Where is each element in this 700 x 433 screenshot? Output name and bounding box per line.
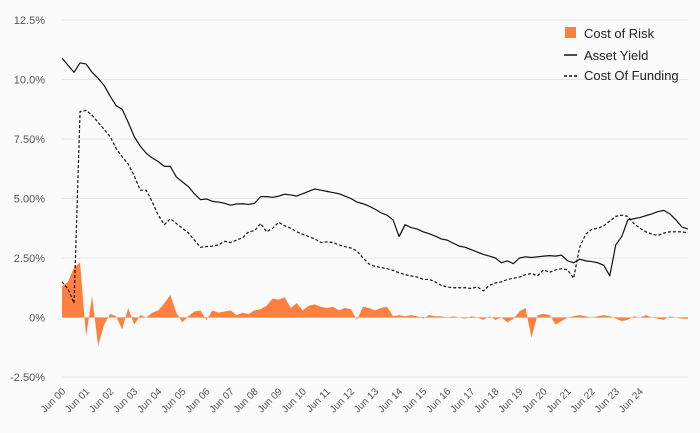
x-tick-label: Jun 15 — [400, 386, 429, 415]
x-tick-label: Jun 09 — [256, 386, 285, 415]
x-tick-label: Jun 17 — [448, 386, 477, 415]
y-axis-ticks: 12.5% 10.0% 7.50% 5.00% 2.50% 0% -2.50% — [10, 15, 45, 384]
x-tick-label: Jun 04 — [135, 386, 164, 415]
y-tick-label: -2.50% — [10, 372, 45, 384]
y-tick-label: 12.5% — [14, 15, 45, 27]
x-tick-label: Jun 13 — [352, 386, 381, 415]
x-tick-label: Jun 21 — [545, 386, 574, 415]
x-tick-label: Jun 01 — [63, 386, 92, 415]
x-tick-label: Jun 03 — [111, 386, 140, 415]
series-line-asset-yield — [61, 57, 689, 277]
x-tick-label: Jun 11 — [304, 386, 333, 415]
x-tick-label: Jun 00 — [39, 386, 68, 415]
x-tick-label: Jun 23 — [593, 386, 622, 415]
y-tick-label: 5.00% — [14, 194, 45, 206]
cost-of-risk-area — [62, 262, 688, 347]
series-line-cost-of-funding — [61, 109, 689, 304]
x-tick-label: Jun 10 — [280, 386, 309, 415]
x-tick-label: Jun 02 — [87, 386, 116, 415]
x-tick-label: Jun 06 — [184, 386, 213, 415]
y-tick-label: 2.50% — [14, 253, 45, 265]
x-tick-label: Jun 18 — [472, 386, 501, 415]
y-tick-label: 0% — [29, 313, 45, 325]
y-tick-label: 10.0% — [14, 75, 45, 87]
x-tick-label: Jun 24 — [617, 386, 646, 415]
x-tick-label: Jun 14 — [376, 386, 405, 415]
legend: Cost of Risk Asset Yield Cost Of Funding — [564, 26, 679, 83]
legend-label-asset-yield: Asset Yield — [584, 48, 648, 63]
x-tick-label: Jun 12 — [328, 386, 357, 415]
legend-label-cost-of-risk: Cost of Risk — [584, 26, 655, 41]
line-series — [61, 57, 689, 304]
legend-swatch-cost-of-risk — [565, 27, 576, 38]
x-tick-label: Jun 19 — [497, 386, 526, 415]
x-tick-label: Jun 20 — [521, 386, 550, 415]
legend-label-cost-of-funding: Cost Of Funding — [584, 68, 679, 83]
x-tick-label: Jun 05 — [159, 386, 188, 415]
x-tick-label: Jun 08 — [232, 386, 261, 415]
x-tick-label: Jun 07 — [208, 386, 237, 415]
x-tick-label: Jun 16 — [424, 386, 453, 415]
y-tick-label: 7.50% — [14, 134, 45, 146]
series-area-cost-of-risk — [62, 262, 688, 347]
x-tick-label: Jun 22 — [569, 386, 598, 415]
